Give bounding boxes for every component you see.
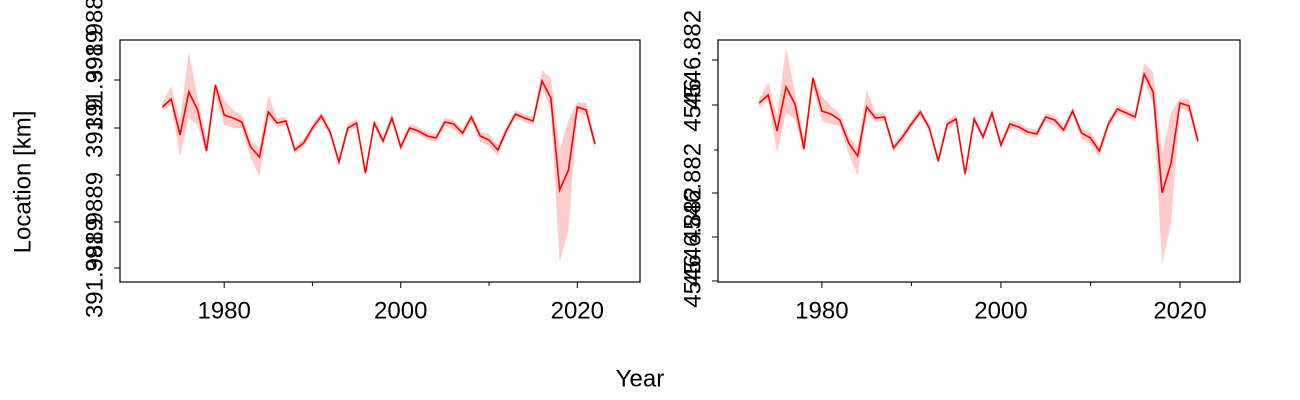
plot-frame (119, 39, 641, 283)
y-tick-label: 4546 (679, 78, 706, 131)
y-tick-label: 391.9889 (81, 218, 108, 318)
x-tick-label: 2000 (374, 297, 427, 324)
x-tick-label: 2000 (974, 297, 1027, 324)
y-tick-label: 4546.882 (679, 187, 706, 287)
y-tick-label: 391.9889 (81, 172, 108, 272)
plot-frame (717, 39, 1241, 283)
y-tick-label: 4546.882 (679, 143, 706, 243)
data-line (161, 78, 596, 194)
y-tick-label: 391.9889 (81, 0, 108, 83)
y-tick-label: 4546 (679, 254, 706, 307)
confidence-band (759, 47, 1198, 265)
x-tick-label: 1980 (795, 297, 848, 324)
data-line (758, 71, 1199, 194)
y-tick-label: 4546.882 (679, 10, 706, 110)
x-axis-label: Year (616, 365, 665, 392)
x-tick-label: 2020 (551, 297, 604, 324)
confidence-band (162, 52, 595, 262)
y-axis-label: Location [km] (9, 111, 36, 254)
y-tick-label: 391.9 (81, 98, 108, 158)
x-tick-label: 2020 (1153, 297, 1206, 324)
y-tick-label: 391.9989 (81, 30, 108, 130)
x-tick-label: 1980 (197, 297, 250, 324)
